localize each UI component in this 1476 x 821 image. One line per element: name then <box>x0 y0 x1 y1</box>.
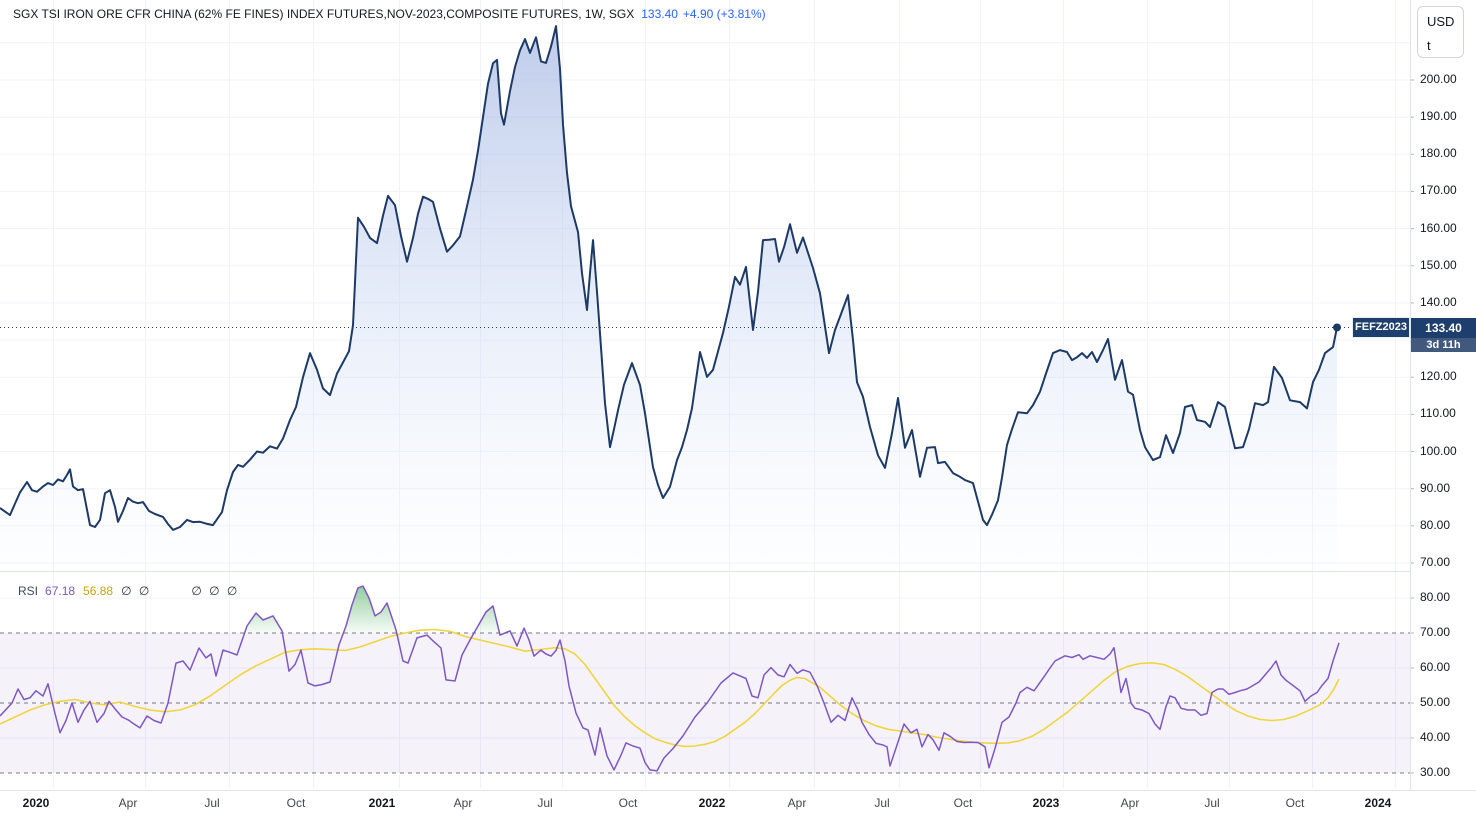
price-axis-label: 170.00 <box>1420 183 1457 198</box>
time-axis-label: Apr <box>453 796 473 810</box>
last-price-dot <box>1333 323 1341 332</box>
rsi-axis-label: 50.00 <box>1420 695 1451 709</box>
price-area-fill <box>0 26 1337 572</box>
price-axis-label: 150.00 <box>1420 257 1457 272</box>
price-axis-label: 90.00 <box>1420 480 1451 495</box>
last-price-value: 133.40 <box>1411 318 1476 339</box>
rsi-axis-label: 30.00 <box>1420 765 1451 779</box>
rsi-value: 67.18 <box>45 584 76 598</box>
currency-label[interactable]: USD <box>1427 14 1455 29</box>
rsi-indicator-name[interactable]: RSI <box>18 584 39 598</box>
time-axis[interactable]: 2020 Apr Jul Oct 2021 Apr Jul Oct 2022 Apr Jul Oct 2… <box>0 790 1476 821</box>
bar-countdown: 3d 11h <box>1411 338 1476 353</box>
series-symbol-text: FEFZ2023 <box>1355 321 1407 334</box>
rsi-overbought-fill <box>474 606 500 633</box>
unit-label[interactable]: t <box>1427 38 1431 53</box>
time-axis-label: Oct <box>1285 796 1305 810</box>
rsi-axis-label: 80.00 <box>1420 590 1451 604</box>
time-axis-label: Oct <box>953 796 973 810</box>
time-axis-label: Jul <box>204 796 220 810</box>
series-symbol-price-label: FEFZ2023 <box>1352 317 1410 339</box>
rsi-ma-value: 56.88 <box>83 584 114 598</box>
time-axis-label: Apr <box>787 796 807 810</box>
currency-unit-selector[interactable]: USD t <box>1417 6 1464 58</box>
time-axis-label: Oct <box>286 796 306 810</box>
time-axis-label: 2020 <box>22 796 50 810</box>
rsi-axis-label: 70.00 <box>1420 625 1451 639</box>
price-axis-label: 180.00 <box>1420 146 1457 161</box>
time-axis-label: Apr <box>1120 796 1140 810</box>
price-axis-label: 100.00 <box>1420 443 1457 458</box>
time-axis-label: Apr <box>118 796 138 810</box>
price-axis-label: 200.00 <box>1420 72 1457 86</box>
price-axis-label: 80.00 <box>1420 517 1451 532</box>
last-price-badge: 133.40 3d 11h <box>1411 318 1476 353</box>
time-axis-label: 2022 <box>698 796 726 810</box>
rsi-null-values-2: ∅ ∅ ∅ <box>191 584 240 598</box>
price-axis-label: 110.00 <box>1420 406 1456 421</box>
symbol-legend: SGX TSI IRON ORE CFR CHINA (62% FE FINES… <box>13 7 766 21</box>
time-axis-label: Jul <box>1204 796 1220 810</box>
rsi-null-values-1: ∅ ∅ <box>121 584 152 598</box>
rsi-axis-label: 60.00 <box>1420 660 1451 674</box>
price-axis-label: 70.00 <box>1420 555 1451 569</box>
time-axis-label: 2021 <box>368 796 396 810</box>
legend-last-price: 133.40 <box>641 7 678 21</box>
rsi-line <box>0 585 1340 772</box>
time-axis-label: 2024 <box>1364 796 1392 810</box>
rsi-axis-label: 40.00 <box>1420 730 1451 744</box>
legend-change: +4.90 (+3.81%) <box>682 7 766 21</box>
price-axis-label: 140.00 <box>1420 294 1457 309</box>
symbol-title[interactable]: SGX TSI IRON ORE CFR CHINA (62% FE FINES… <box>13 7 635 21</box>
price-axis[interactable]: 200.00 190.00 180.00 170.00 160.00 150.00 140.… <box>1410 0 1476 821</box>
price-line <box>0 25 1338 531</box>
rsi-ma-line <box>0 628 1340 748</box>
time-axis-label: Jul <box>537 796 553 810</box>
rsi-overbought-fill <box>343 586 397 633</box>
time-axis-label: 2023 <box>1032 796 1060 810</box>
price-axis-label: 160.00 <box>1420 220 1457 235</box>
price-axis-label: 190.00 <box>1420 109 1457 124</box>
time-axis-label: Jul <box>874 796 890 810</box>
rsi-overbought-fill <box>244 613 283 633</box>
rsi-legend: RSI 67.18 56.88 ∅ ∅ ∅ ∅ ∅ <box>18 584 239 598</box>
time-axis-label: Oct <box>618 796 638 810</box>
price-axis-label: 120.00 <box>1420 369 1457 384</box>
